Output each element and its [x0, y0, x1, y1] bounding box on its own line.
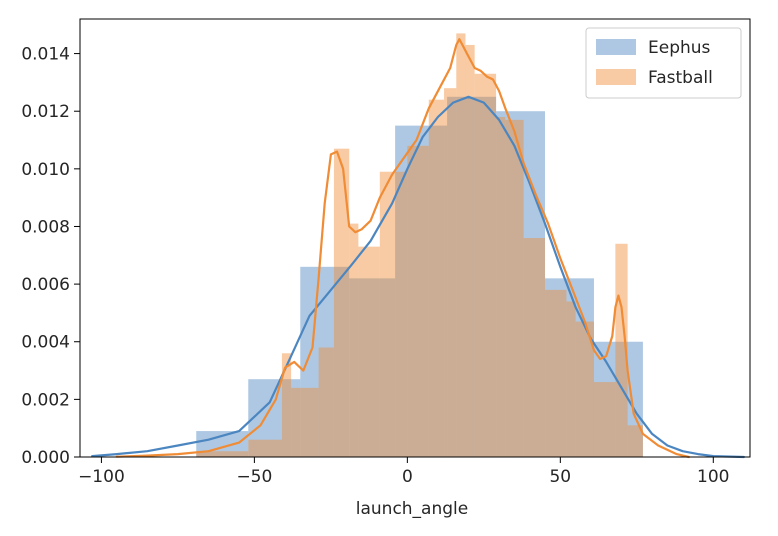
legend-label: Eephus — [648, 38, 711, 58]
x-tick-label: 100 — [697, 467, 729, 487]
histogram-bar — [291, 387, 319, 457]
series-fastball-bars — [196, 33, 643, 458]
histogram-bar — [318, 347, 334, 457]
histogram-bar — [505, 119, 524, 458]
histogram-bar — [593, 382, 616, 457]
histogram-bar — [358, 246, 380, 457]
histogram-bar — [349, 223, 359, 457]
x-axis: −100 −50 0 50 100 — [78, 457, 730, 487]
histogram-bar — [523, 238, 546, 457]
legend-swatch — [596, 69, 636, 85]
histogram-bar — [545, 289, 567, 457]
y-tick-label: 0.008 — [21, 217, 70, 237]
y-tick-label: 0.000 — [21, 448, 70, 468]
x-tick-label: −100 — [78, 467, 125, 487]
plot-frame — [79, 18, 751, 458]
histogram-bar — [428, 99, 445, 458]
histogram-bar — [456, 33, 466, 457]
x-axis-label: launch_angle — [356, 499, 468, 519]
histogram-bar — [465, 44, 475, 458]
histogram-bar — [575, 321, 594, 457]
kde-line-eephus — [91, 95, 746, 459]
histogram-bar — [496, 111, 546, 458]
histogram-bar — [444, 88, 457, 457]
histogram-bar — [333, 148, 350, 457]
legend-label: Fastball — [648, 68, 713, 88]
histogram-bar — [407, 145, 429, 457]
histogram-bar — [566, 301, 576, 457]
histogram-bar — [627, 425, 643, 457]
y-tick-label: 0.012 — [21, 102, 70, 122]
x-tick-label: 0 — [402, 467, 413, 487]
y-tick-label: 0.004 — [21, 333, 70, 353]
y-tick-label: 0.014 — [21, 45, 70, 65]
x-tick-label: 50 — [549, 467, 571, 487]
y-tick-label: 0.006 — [21, 275, 70, 295]
x-tick-label: −50 — [236, 467, 272, 487]
histogram-bar — [379, 171, 408, 457]
legend-swatch — [596, 39, 636, 55]
histogram-bar — [349, 278, 396, 457]
histogram-bar — [474, 73, 497, 457]
y-tick-label: 0.002 — [21, 390, 70, 410]
histogram-bar — [593, 341, 643, 457]
kde-line-fastball — [115, 38, 690, 459]
legend: Eephus Fastball — [585, 27, 742, 99]
histogram-bar — [395, 125, 448, 458]
histogram-bar — [196, 451, 249, 457]
histogram-bar — [248, 439, 282, 457]
legend-box — [585, 27, 742, 99]
y-axis: 0.000 0.002 0.004 0.006 0.008 0.010 0.012 0.014 — [21, 45, 80, 468]
histogram-bar — [545, 278, 594, 457]
histogram-bar — [281, 353, 292, 457]
histogram-bar — [496, 116, 506, 457]
histogram-bar — [447, 96, 497, 457]
y-tick-label: 0.010 — [21, 160, 70, 180]
